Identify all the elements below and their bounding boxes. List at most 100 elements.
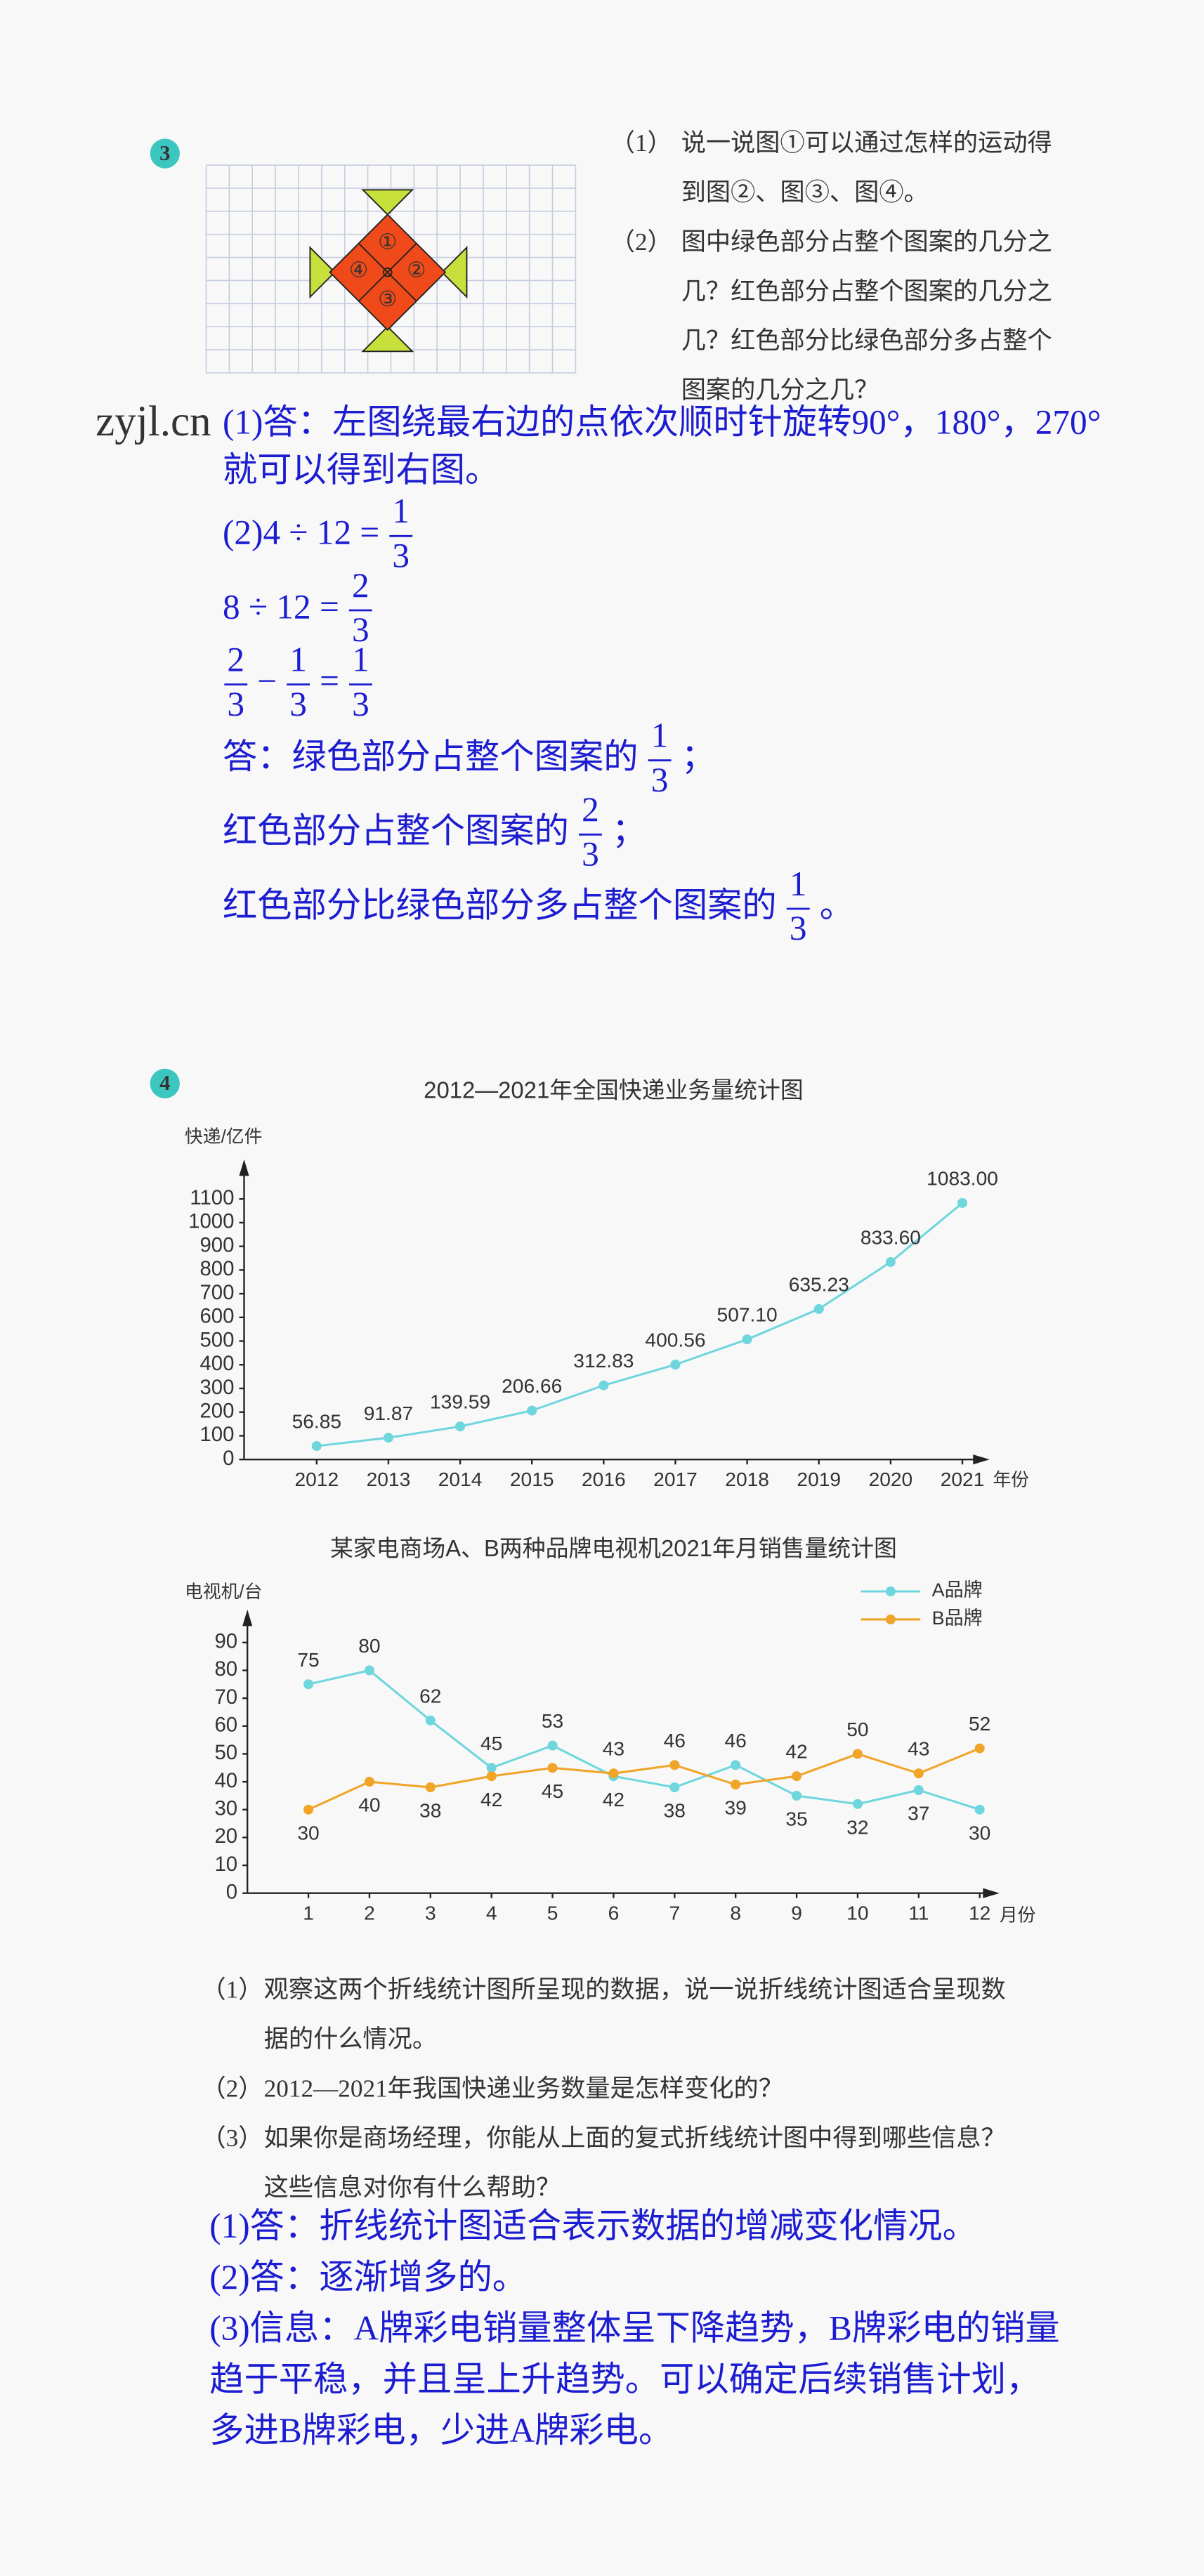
data-label: 206.66 — [502, 1374, 562, 1397]
series-line — [308, 1747, 981, 1811]
answer-text: 红色部分占整个图案的 — [223, 812, 569, 850]
x-axis-arrow — [973, 1454, 990, 1465]
y-tick-label: 90 — [214, 1630, 237, 1653]
data-label: 30 — [297, 1821, 319, 1844]
y-tick-label: 0 — [226, 1880, 237, 1903]
data-point — [598, 1380, 609, 1391]
numerator: 2 — [227, 640, 244, 678]
data-label: 1083.00 — [927, 1167, 998, 1190]
question-text: 观察这两个折线统计图所呈现的数据，说一说折线统计图适合呈现数 — [264, 1976, 1006, 2004]
legend-label: B品牌 — [932, 1608, 983, 1629]
data-label: 40 — [358, 1794, 380, 1816]
data-label: 91.87 — [364, 1402, 413, 1424]
question-text: 到图②、图③、图④。 — [681, 178, 929, 206]
answer-text: (3)信息：A牌彩电销量整体呈下降趋势，B牌彩电的销量 — [209, 2309, 1060, 2348]
y-tick-label: 80 — [214, 1657, 237, 1681]
data-point — [364, 1665, 374, 1676]
answer-text: (2)答：逐渐增多的。 — [209, 2258, 527, 2296]
x-tick-label: 2019 — [797, 1468, 841, 1490]
x-tick-label: 2013 — [367, 1468, 411, 1490]
data-label: 400.56 — [645, 1329, 705, 1351]
data-point — [608, 1768, 619, 1779]
answer-text: = — [320, 662, 339, 700]
figure-label: ② — [407, 258, 426, 282]
answer-text: 答：绿色部分占整个图案的 — [223, 737, 639, 776]
numerator: 1 — [790, 865, 807, 903]
x-axis-label: 年份 — [993, 1470, 1029, 1490]
y-axis-arrow — [242, 1609, 253, 1627]
data-point — [547, 1763, 558, 1773]
answer-text: 就可以得到右图。 — [223, 450, 499, 489]
figure-label: ① — [378, 230, 397, 254]
data-point — [311, 1440, 322, 1452]
x-tick-label: 2021 — [941, 1468, 985, 1490]
series-line — [316, 1202, 963, 1447]
data-point — [913, 1768, 924, 1779]
answer-text: 趋于平稳，并且呈上升趋势。可以确定后续销售计划， — [209, 2360, 1040, 2398]
data-label: 37 — [908, 1802, 929, 1825]
data-point — [792, 1771, 802, 1782]
series-line — [308, 1669, 981, 1811]
data-label: 45 — [480, 1732, 502, 1754]
data-label: 75 — [297, 1648, 319, 1671]
chart-title: 某家电商场A、B两种品牌电视机2021年月销售量统计图 — [330, 1535, 897, 1561]
question-text: 2012—2021年我国快递业务数量是怎样变化的？ — [264, 2075, 783, 2103]
data-point — [425, 1715, 436, 1726]
numerator: 1 — [289, 640, 307, 678]
numerator: 1 — [651, 716, 669, 754]
numerator: 1 — [392, 492, 410, 530]
denominator: 3 — [227, 685, 244, 723]
data-point — [670, 1360, 681, 1370]
data-point — [364, 1777, 374, 1787]
center-mark — [382, 267, 393, 277]
fraction: 13 — [648, 716, 672, 799]
answer-text: 。 — [820, 886, 854, 924]
data-label: 635.23 — [789, 1273, 849, 1296]
fraction: 23 — [579, 790, 602, 873]
data-point — [974, 1804, 985, 1815]
data-point — [303, 1804, 314, 1815]
fraction: 13 — [389, 492, 413, 575]
data-label: 46 — [725, 1729, 747, 1752]
question-label: （3） — [201, 2124, 263, 2152]
green-triangle — [309, 246, 336, 299]
data-label: 833.60 — [861, 1226, 921, 1249]
y-tick-label: 400 — [199, 1352, 234, 1375]
answer-text: (2)4 ÷ 12 = — [223, 513, 379, 552]
data-label: 139.59 — [430, 1391, 490, 1413]
chart: 2012—2021年全国快递业务量统计图快递/亿件年份0100200300400… — [185, 1077, 1029, 1490]
data-point — [527, 1405, 537, 1416]
data-label: 80 — [358, 1634, 380, 1657]
data-point — [913, 1785, 924, 1796]
x-tick-label: 6 — [608, 1902, 620, 1924]
denominator: 3 — [352, 685, 369, 723]
x-tick-label: 12 — [969, 1902, 990, 1924]
data-label: 42 — [603, 1788, 624, 1811]
data-label: 52 — [969, 1712, 990, 1735]
data-label: 312.83 — [573, 1349, 634, 1372]
fraction: 13 — [349, 640, 372, 723]
denominator: 3 — [790, 909, 807, 947]
data-point — [792, 1790, 802, 1801]
answer-text: (1)答：左图绕最右边的点依次顺时针旋转90°，180°，270° — [223, 402, 1101, 441]
diamond-divider — [358, 242, 417, 302]
problem-badge — [150, 1068, 180, 1098]
question-text: 图案的几分之几？ — [681, 376, 879, 404]
x-tick-label: 2016 — [582, 1468, 626, 1490]
y-axis-label: 电视机/台 — [185, 1582, 262, 1602]
figure-label: ④ — [349, 258, 368, 282]
x-axis-arrow — [983, 1888, 1000, 1898]
data-point — [547, 1740, 558, 1751]
fraction: 23 — [224, 640, 248, 723]
numerator: 1 — [352, 640, 369, 678]
y-tick-label: 300 — [199, 1376, 234, 1399]
y-tick-label: 50 — [214, 1741, 237, 1764]
question-text: 图中绿色部分占整个图案的几分之 — [681, 228, 1052, 256]
y-tick-label: 1000 — [188, 1210, 234, 1233]
green-triangle — [440, 246, 468, 299]
data-point — [885, 1257, 896, 1268]
